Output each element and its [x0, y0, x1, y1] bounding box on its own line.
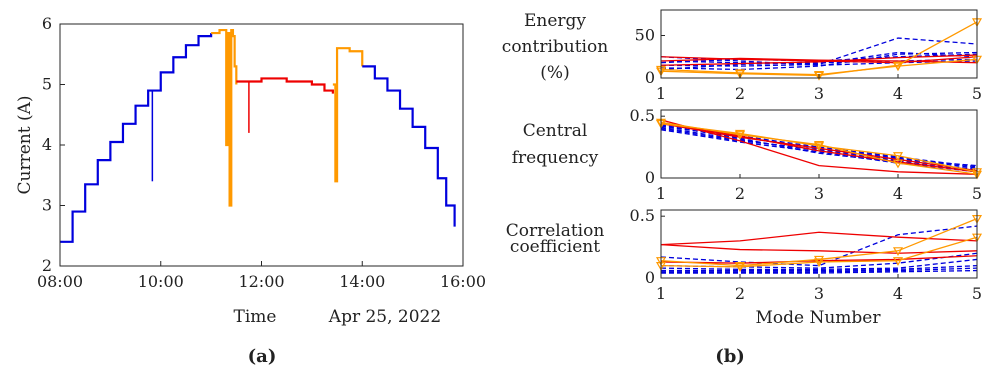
panel-b-row-label: frequency	[512, 148, 599, 168]
panel-b-axes-box	[660, 9, 978, 79]
panel-a-xtick-label: 08:00	[37, 272, 83, 291]
panel-b-xtick-label: 3	[814, 284, 824, 303]
panel-b-point-marker	[892, 152, 904, 161]
panel-b-series-line	[660, 129, 978, 173]
panel-a-series-afternoon	[362, 65, 456, 227]
panel-b-row-label: coefficient	[510, 237, 600, 257]
panel-a-ytick-label: 4	[42, 135, 52, 154]
panel-b-xtick-label: 4	[893, 184, 903, 203]
panel-b-xtick-label: 4	[893, 84, 903, 103]
panel-a-label: (a)	[248, 346, 277, 367]
panel-b-point-marker	[734, 129, 746, 139]
panel-b-series-line	[660, 58, 978, 71]
panel-b-row-label: contribution	[502, 37, 608, 57]
panel-a-xtick-label: 12:00	[238, 272, 284, 291]
panel-a-chart: 08:00 10:00 12:00 14:00 16:00 2 3 4 5 6 Current (…	[15, 14, 486, 367]
panel-a-date-note: Apr 25, 2022	[328, 307, 441, 327]
panel-b-point-marker	[813, 142, 825, 152]
panel-b-xtick-label: 3	[814, 184, 824, 203]
panel-b-xtick-label: 5	[972, 84, 982, 103]
panel-a-series-early-afternoon	[332, 47, 364, 183]
panel-b-series-line	[660, 243, 978, 254]
panel-b-series-line	[660, 225, 978, 267]
panel-b-point-marker	[813, 258, 825, 268]
panel-b-series-line	[660, 255, 978, 264]
panel-b-series-line	[660, 119, 978, 175]
panel-a-series-late-morning	[211, 28, 238, 207]
panel-a-ytick-label: 5	[42, 75, 52, 94]
panel-b-series-layer	[655, 18, 983, 274]
panel-b-series-line	[660, 53, 978, 64]
panel-b-series-line	[660, 57, 978, 64]
panel-b-xtick-label: 2	[735, 84, 745, 103]
panel-b-row-label: (%)	[540, 63, 569, 83]
panel-b-series-line	[660, 56, 978, 64]
panel-a-ylabel: Current (A)	[15, 96, 35, 195]
panel-b-point-marker	[734, 131, 746, 140]
panel-b-series-line	[661, 269, 978, 274]
panel-b-row-label: Energy	[524, 11, 586, 31]
panel-b-point-marker	[892, 62, 904, 72]
panel-b-point-marker	[734, 69, 746, 79]
panel-b-series-line	[660, 122, 978, 173]
panel-b-ytick-label: 0.5	[630, 206, 655, 225]
panel-b-xlabel: Mode Number	[755, 308, 881, 328]
panel-a-series-morning	[60, 33, 213, 243]
panel-a-axes-box	[59, 23, 464, 267]
panel-b-xtick-label: 4	[893, 284, 903, 303]
panel-b-row-label: Central	[523, 121, 588, 141]
panel-b-xtick-label: 1	[656, 284, 666, 303]
panel-a-xtick-label: 10:00	[138, 272, 184, 291]
panel-a-ytick-label: 3	[42, 196, 52, 215]
panel-b-series-line	[660, 127, 978, 167]
panel-b-ytick-label: 0.5	[630, 106, 655, 125]
panel-b-label: (b)	[715, 346, 745, 367]
panel-b-point-marker	[892, 257, 904, 266]
panel-a-series-layer	[60, 28, 456, 243]
panel-b-xtick-label: 1	[656, 84, 666, 103]
panel-a-ytick-label: 6	[42, 14, 52, 33]
panel-b-point-marker	[813, 255, 825, 265]
panel-b-series-line	[661, 267, 978, 273]
panel-b-xtick-label: 3	[814, 84, 824, 103]
panel-b-point-marker	[813, 71, 825, 80]
panel-b-series-line	[660, 231, 978, 246]
panel-a-xlabel: Time	[234, 307, 277, 327]
panel-b-xtick-label: 1	[656, 184, 666, 203]
panel-b-ytick-label: 0	[645, 68, 655, 87]
panel-b-point-marker	[892, 247, 904, 257]
panel-b-series-line	[661, 264, 978, 272]
panel-b-ytick-label: 0	[645, 268, 655, 287]
panel-b-row-label: Correlation	[506, 221, 605, 241]
panel-b-ytick-label: 50	[635, 26, 655, 45]
panel-b-xtick-label: 2	[735, 284, 745, 303]
panel-b-row-labels: Energy contribution (%) Central frequency Cor…	[502, 11, 608, 257]
panel-a-ytick-label: 2	[42, 256, 52, 275]
panel-b-series-line	[660, 54, 978, 66]
panel-a-series-midday	[236, 77, 334, 94]
panel-b-xtick-label: 5	[972, 284, 982, 303]
panel-b-xtick-label: 5	[972, 184, 982, 203]
panel-b-series-line	[660, 21, 978, 77]
panel-a-xtick-label: 16:00	[440, 272, 486, 291]
panel-b-xtick-label: 2	[735, 184, 745, 203]
panel-b-series-line	[660, 236, 978, 268]
panel-b-series-line	[660, 51, 978, 71]
panel-a-ticks: 08:00 10:00 12:00 14:00 16:00 2 3 4 5 6	[37, 14, 486, 291]
panel-b-series-line	[660, 258, 978, 270]
panel-b-series-line	[660, 122, 978, 168]
panel-a-xtick-label: 14:00	[339, 272, 385, 291]
panel-b-ytick-label: 0	[645, 168, 655, 187]
panel-b-point-marker	[734, 263, 746, 273]
